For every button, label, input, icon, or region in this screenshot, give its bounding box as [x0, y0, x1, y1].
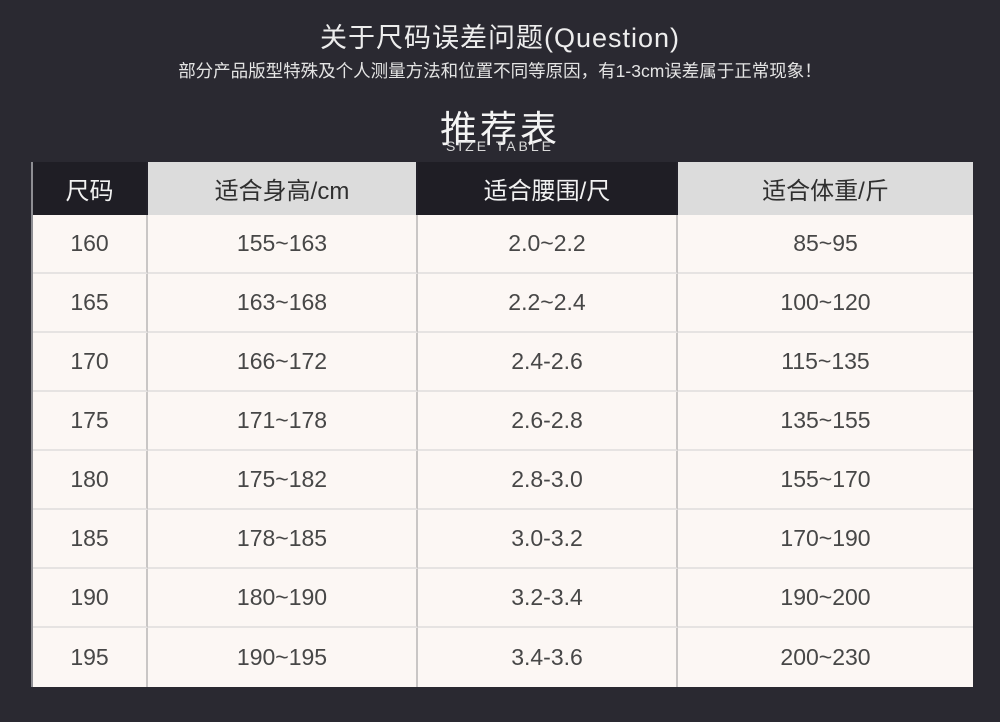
- cell-size: 195: [33, 628, 148, 687]
- cell-height: 163~168: [148, 274, 418, 333]
- table-row: 170 166~172 2.4-2.6 115~135: [33, 333, 973, 392]
- table-row: 180 175~182 2.8-3.0 155~170: [33, 451, 973, 510]
- column-header-weight: 适合体重/斤: [678, 162, 973, 215]
- cell-size: 170: [33, 333, 148, 392]
- cell-weight: 135~155: [678, 392, 973, 451]
- cell-height: 166~172: [148, 333, 418, 392]
- cell-height: 178~185: [148, 510, 418, 569]
- cell-waist: 3.0-3.2: [418, 510, 678, 569]
- cell-waist: 3.4-3.6: [418, 628, 678, 687]
- cell-size: 165: [33, 274, 148, 333]
- cell-weight: 190~200: [678, 569, 973, 628]
- column-header-waist: 适合腰围/尺: [418, 162, 678, 215]
- cell-size: 190: [33, 569, 148, 628]
- table-row: 175 171~178 2.6-2.8 135~155: [33, 392, 973, 451]
- table-row: 165 163~168 2.2~2.4 100~120: [33, 274, 973, 333]
- cell-waist: 2.4-2.6: [418, 333, 678, 392]
- cell-weight: 115~135: [678, 333, 973, 392]
- notice-title: 关于尺码误差问题(Question): [319, 23, 681, 53]
- cell-size: 180: [33, 451, 148, 510]
- table-row: 185 178~185 3.0-3.2 170~190: [33, 510, 973, 569]
- column-header-size: 尺码: [33, 162, 148, 215]
- cell-waist: 2.2~2.4: [418, 274, 678, 333]
- notice-subtitle: 部分产品版型特殊及个人测量方法和位置不同等原因，有1-3cm误差属于正常现象！: [178, 61, 822, 81]
- cell-size: 160: [33, 215, 148, 274]
- cell-weight: 170~190: [678, 510, 973, 569]
- column-header-height: 适合身高/cm: [148, 162, 418, 215]
- cell-waist: 2.8-3.0: [418, 451, 678, 510]
- size-table: 尺码 适合身高/cm 适合腰围/尺 适合体重/斤 160 155~163 2.0…: [31, 162, 973, 687]
- table-row: 195 190~195 3.4-3.6 200~230: [33, 628, 973, 687]
- cell-height: 175~182: [148, 451, 418, 510]
- cell-weight: 200~230: [678, 628, 973, 687]
- cell-size: 175: [33, 392, 148, 451]
- cell-size: 185: [33, 510, 148, 569]
- cell-weight: 155~170: [678, 451, 973, 510]
- cell-height: 180~190: [148, 569, 418, 628]
- cell-height: 171~178: [148, 392, 418, 451]
- table-row: 190 180~190 3.2-3.4 190~200: [33, 569, 973, 628]
- cell-waist: 3.2-3.4: [418, 569, 678, 628]
- cell-waist: 2.6-2.8: [418, 392, 678, 451]
- cell-waist: 2.0~2.2: [418, 215, 678, 274]
- cell-weight: 85~95: [678, 215, 973, 274]
- cell-height: 190~195: [148, 628, 418, 687]
- table-subtitle: SIZE TABLE: [445, 138, 555, 154]
- size-table-header-row: 尺码 适合身高/cm 适合腰围/尺 适合体重/斤: [33, 162, 973, 215]
- cell-height: 155~163: [148, 215, 418, 274]
- table-row: 160 155~163 2.0~2.2 85~95: [33, 215, 973, 274]
- cell-weight: 100~120: [678, 274, 973, 333]
- table-title: 推荐表: [440, 109, 560, 150]
